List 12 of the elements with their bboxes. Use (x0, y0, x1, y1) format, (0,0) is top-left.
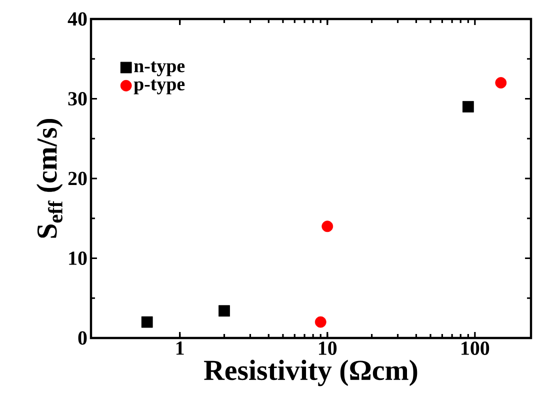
x-axis-title: Resistivity (Ωcm) (204, 360, 418, 386)
y-tick-label: 0 (78, 331, 87, 345)
x-tick-label: 100 (462, 342, 490, 355)
y-tick-label: 40 (68, 12, 87, 26)
legend-label: n-type (134, 61, 185, 76)
y-tick-label: 30 (68, 92, 87, 106)
x-tick-label: 10 (319, 342, 337, 355)
y-tick-label: 20 (68, 172, 87, 186)
y-tick-label: 10 (69, 252, 87, 265)
x-tick-label: 1 (176, 342, 184, 355)
y-axis-title: S$_{eff}$ (cm/s) (36, 118, 63, 238)
legend-label: p-type (134, 80, 185, 94)
